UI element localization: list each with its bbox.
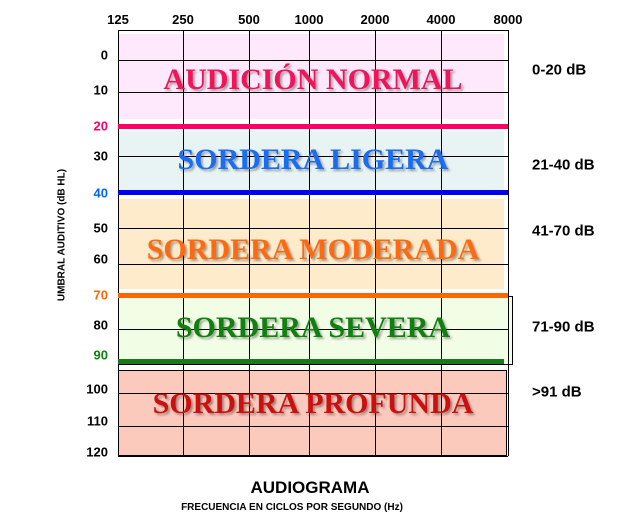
grid-vline <box>183 30 184 456</box>
band-2 <box>118 199 504 289</box>
y-axis-label: UMBRAL AUDITIVO (dB HL) <box>56 168 68 302</box>
grid-vline <box>441 30 442 456</box>
x-tick-label: 125 <box>107 12 129 27</box>
y-tick-label: 0 <box>100 47 108 63</box>
grid-hline <box>118 456 508 457</box>
grid-hline <box>118 426 508 427</box>
band-range: 71-90 dB <box>532 318 595 336</box>
grid-vline <box>508 30 509 456</box>
band-range: 0-20 dB <box>532 61 587 79</box>
grid-hline <box>118 156 508 157</box>
x-tick-label: 8000 <box>493 12 523 27</box>
y-tick-label: 70 <box>93 287 108 303</box>
grid-vline <box>118 30 119 456</box>
y-tick-label: 100 <box>86 381 108 397</box>
grid-hline <box>118 30 508 31</box>
x-tick-label: 2000 <box>360 12 390 27</box>
grid-hline <box>118 92 508 93</box>
grid-vline <box>309 30 310 456</box>
y-tick-label: 90 <box>93 347 108 363</box>
y-tick-label: 60 <box>93 251 108 267</box>
grid-hline <box>118 60 508 61</box>
grid-vline <box>249 30 250 456</box>
x-tick-label: 500 <box>238 12 260 27</box>
grid-hline <box>118 228 508 229</box>
x-tick-label: 250 <box>172 12 194 27</box>
grid-hline <box>118 264 508 265</box>
y-tick-label: 10 <box>93 82 108 98</box>
y-tick-label: 50 <box>93 220 108 236</box>
threshold-line-3 <box>118 359 504 364</box>
y-tick-label: 110 <box>87 413 108 429</box>
threshold-line-0 <box>118 124 508 129</box>
x-axis-subtitle: FRECUENCIA EN CICLOS POR SEGUNDO (Hz) <box>181 502 403 513</box>
grid-vline <box>375 30 376 456</box>
threshold-line-2 <box>118 293 508 298</box>
band-label: SORDERA PROFUNDA <box>152 387 474 420</box>
x-tick-label: 4000 <box>426 12 456 27</box>
band-1 <box>118 131 504 190</box>
x-tick-label: 1000 <box>294 12 324 27</box>
y-tick-label: 20 <box>93 118 108 134</box>
threshold-line-1 <box>118 190 508 195</box>
band-label: SORDERA MODERADA <box>146 233 480 266</box>
band-4 <box>118 370 507 456</box>
y-tick-label: 30 <box>93 148 108 164</box>
y-tick-label: 120 <box>86 444 108 460</box>
y-tick-label: 40 <box>93 185 108 201</box>
grid-hline <box>118 329 508 330</box>
band-range: 41-70 dB <box>532 222 595 240</box>
band-range: >91 dB <box>532 383 582 401</box>
band-label: AUDICIÓN NORMAL <box>163 63 463 96</box>
band-label: SORDERA SEVERA <box>175 311 451 344</box>
band-0 <box>118 34 504 119</box>
grid-hline <box>118 393 508 394</box>
chart-title: AUDIOGRAMA <box>250 478 370 497</box>
band-label: SORDERA LIGERA <box>177 143 449 176</box>
y-tick-label: 80 <box>93 317 108 333</box>
band-range: 21-40 dB <box>532 156 595 174</box>
